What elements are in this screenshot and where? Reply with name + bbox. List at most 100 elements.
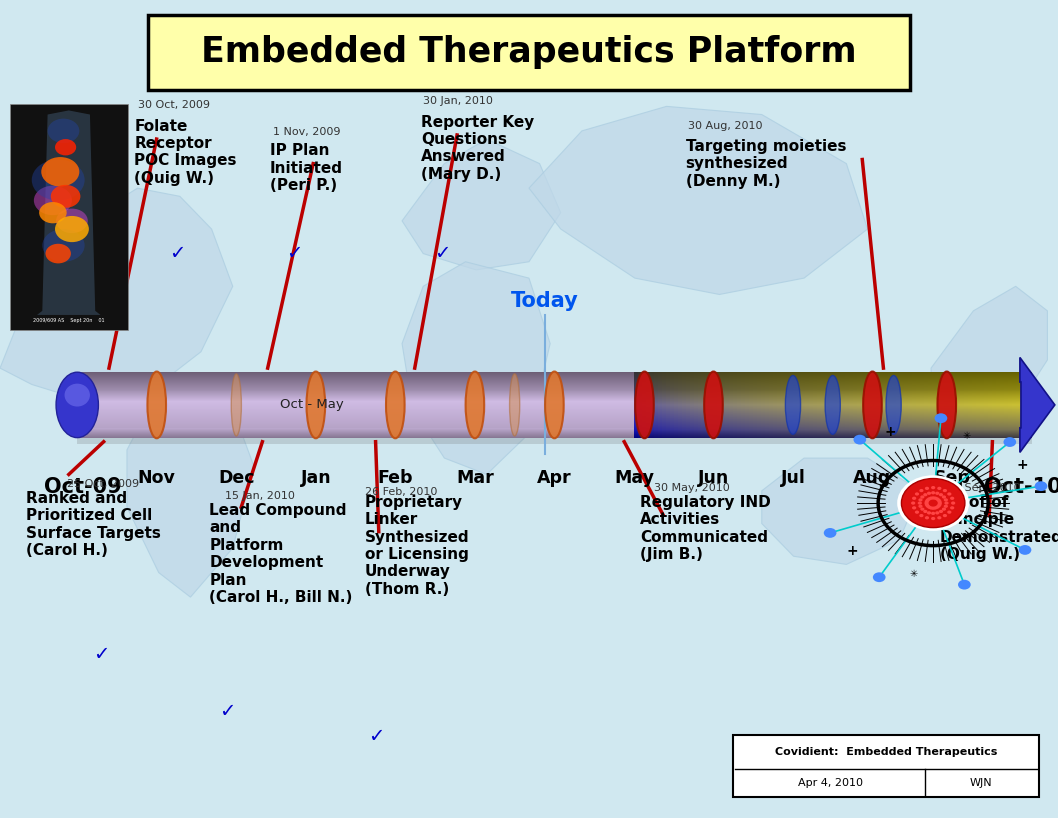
Text: +: + <box>1017 458 1028 472</box>
Circle shape <box>56 209 88 233</box>
Text: Today: Today <box>511 291 579 311</box>
Circle shape <box>55 216 89 242</box>
Circle shape <box>937 503 942 506</box>
Circle shape <box>931 506 935 510</box>
Circle shape <box>934 413 947 423</box>
Circle shape <box>1003 437 1016 447</box>
Circle shape <box>937 516 942 519</box>
Circle shape <box>873 573 886 582</box>
Circle shape <box>897 475 969 531</box>
Ellipse shape <box>825 375 840 434</box>
Text: IP Plan
Initiated
(Peri P.): IP Plan Initiated (Peri P.) <box>270 143 343 193</box>
FancyBboxPatch shape <box>733 735 1039 797</box>
Text: Embedded Therapeutics Platform: Embedded Therapeutics Platform <box>201 34 857 69</box>
Text: Proof of
Principle
Demonstrated
(Quig W.): Proof of Principle Demonstrated (Quig W.… <box>940 495 1058 562</box>
Text: May: May <box>614 469 654 487</box>
Circle shape <box>951 501 955 505</box>
Circle shape <box>938 493 943 497</box>
Text: Dec: Dec <box>218 469 255 487</box>
Circle shape <box>936 498 941 501</box>
Polygon shape <box>0 188 233 401</box>
Circle shape <box>911 501 915 505</box>
Circle shape <box>39 202 67 223</box>
Text: Oct-09: Oct-09 <box>43 477 122 497</box>
Ellipse shape <box>510 374 519 436</box>
Text: Apr: Apr <box>537 469 571 487</box>
Circle shape <box>944 498 948 501</box>
Circle shape <box>938 510 943 513</box>
Ellipse shape <box>386 371 404 438</box>
Circle shape <box>901 479 965 528</box>
Text: 30 Jan, 2010: 30 Jan, 2010 <box>423 97 493 106</box>
Circle shape <box>926 505 930 508</box>
Text: ✓: ✓ <box>219 702 235 721</box>
Polygon shape <box>529 106 868 294</box>
Circle shape <box>927 492 931 495</box>
Circle shape <box>944 505 948 508</box>
Ellipse shape <box>545 371 564 438</box>
Ellipse shape <box>635 371 654 438</box>
Circle shape <box>912 506 916 510</box>
Circle shape <box>942 496 946 499</box>
Text: ✓: ✓ <box>434 244 450 263</box>
Text: 30 May, 2010: 30 May, 2010 <box>654 483 730 492</box>
Circle shape <box>918 505 923 508</box>
Circle shape <box>943 489 947 492</box>
Text: ✳: ✳ <box>910 569 917 579</box>
Circle shape <box>931 517 935 520</box>
Polygon shape <box>127 376 254 597</box>
Circle shape <box>937 487 942 490</box>
Ellipse shape <box>56 372 98 438</box>
Circle shape <box>933 497 937 500</box>
Text: 30 Aug, 2010: 30 Aug, 2010 <box>688 121 762 131</box>
Polygon shape <box>402 139 561 270</box>
Text: 25 Oct, 2009: 25 Oct, 2009 <box>67 479 139 488</box>
Text: ✓: ✓ <box>93 645 109 664</box>
Polygon shape <box>931 286 1047 425</box>
Text: 15 Jan, 2010: 15 Jan, 2010 <box>225 491 295 501</box>
Circle shape <box>950 497 954 500</box>
Text: Ranked and
Prioritized Cell
Surface Targets
(Carol H.): Ranked and Prioritized Cell Surface Targ… <box>26 491 161 558</box>
Circle shape <box>41 157 79 187</box>
Circle shape <box>915 510 919 514</box>
Text: Proprietary
Linker
Synthesized
or Licensing
Underway
(Thom R.): Proprietary Linker Synthesized or Licens… <box>365 495 470 597</box>
Ellipse shape <box>785 375 801 434</box>
Ellipse shape <box>232 374 241 436</box>
Ellipse shape <box>863 371 881 438</box>
Circle shape <box>45 244 71 263</box>
Circle shape <box>918 498 923 501</box>
Text: 1 Nov, 2009: 1 Nov, 2009 <box>273 127 341 137</box>
Circle shape <box>937 500 942 503</box>
Circle shape <box>920 507 925 510</box>
Circle shape <box>931 497 935 500</box>
Text: WJN: WJN <box>970 778 992 789</box>
Circle shape <box>925 501 929 505</box>
Text: Jan: Jan <box>300 469 331 487</box>
Circle shape <box>926 498 930 501</box>
Circle shape <box>937 501 942 505</box>
Circle shape <box>32 160 85 200</box>
Circle shape <box>51 185 80 208</box>
Circle shape <box>55 139 76 155</box>
Circle shape <box>34 186 72 215</box>
Text: Sep: Sep <box>933 469 970 487</box>
Polygon shape <box>402 262 550 474</box>
Text: Targeting moieties
synthesized
(Denny M.): Targeting moieties synthesized (Denny M.… <box>686 139 846 189</box>
Circle shape <box>924 510 928 513</box>
Circle shape <box>935 511 940 515</box>
Circle shape <box>936 505 941 508</box>
Text: 2009/609 AS    Sept 20n    01: 2009/609 AS Sept 20n 01 <box>33 318 105 323</box>
Text: 30 Sep, 2010: 30 Sep, 2010 <box>947 483 1021 492</box>
Circle shape <box>927 497 931 501</box>
Text: Nov: Nov <box>138 469 176 487</box>
Text: 30 Oct, 2009: 30 Oct, 2009 <box>138 101 209 110</box>
Text: Regulatory IND
Activities
Communicated
(Jim B.): Regulatory IND Activities Communicated (… <box>640 495 771 562</box>
Circle shape <box>947 492 951 496</box>
Circle shape <box>919 514 924 517</box>
Circle shape <box>931 486 935 489</box>
Text: Folate
Receptor
POC Images
(Quig W.): Folate Receptor POC Images (Quig W.) <box>134 119 237 186</box>
Circle shape <box>925 487 929 490</box>
Circle shape <box>919 489 924 492</box>
Circle shape <box>1035 481 1047 491</box>
Circle shape <box>42 229 85 262</box>
